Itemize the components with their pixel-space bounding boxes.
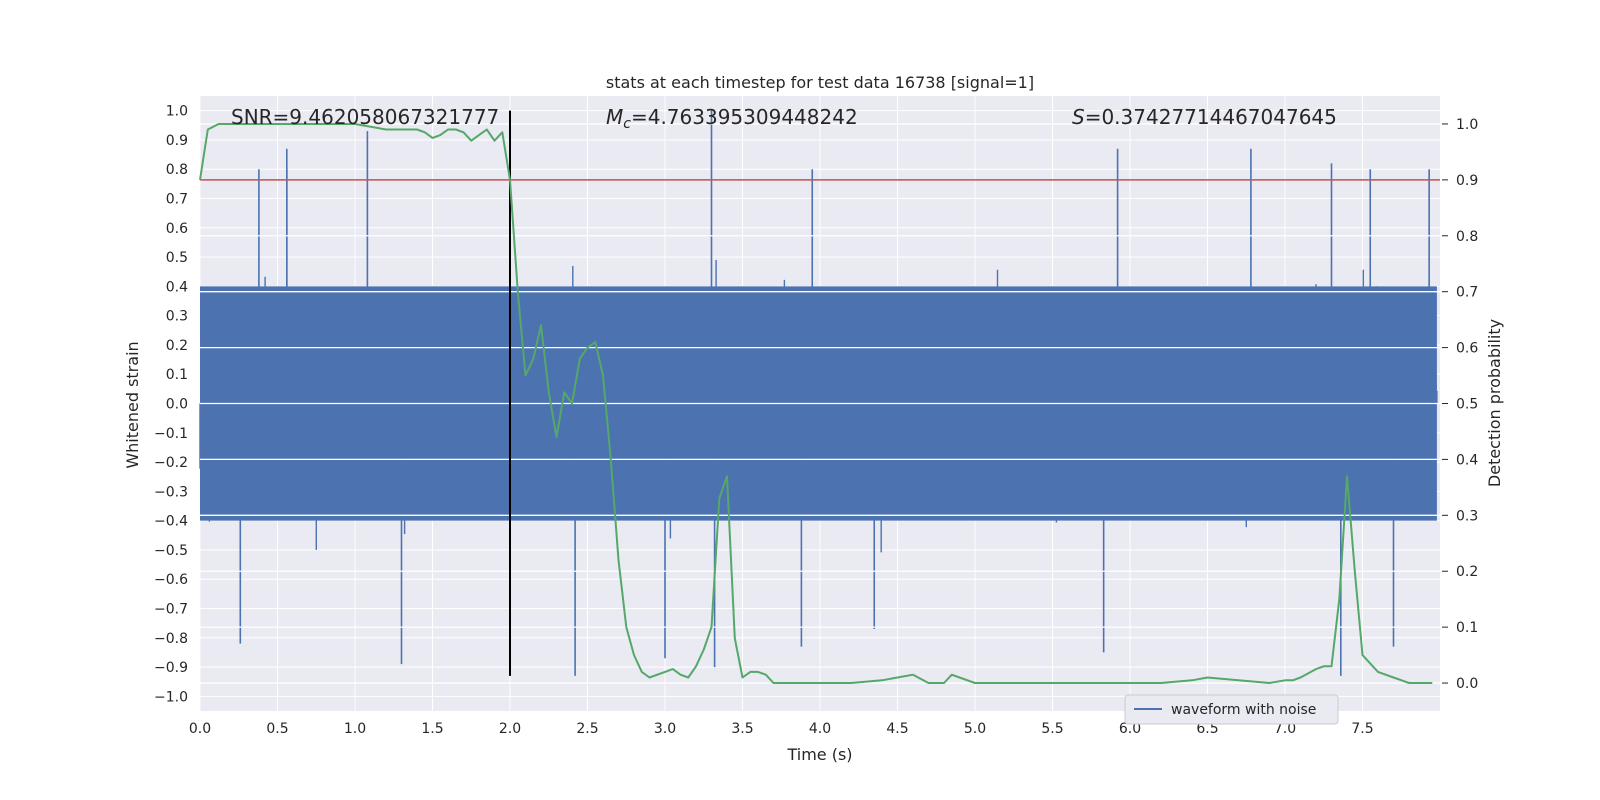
left-tick-label: 0.6 [166,221,188,237]
s-value: =0.37427714467047645 [1085,105,1337,129]
left-tick-label: −0.6 [154,572,188,588]
left-tick-label: 1.0 [166,104,188,120]
right-tick-label: 0.4 [1456,452,1478,468]
x-tick-label: 1.5 [421,721,443,737]
detection-probability-series [199,123,1433,684]
left-tick-label: −0.3 [154,484,188,500]
right-tick-label: 0.7 [1456,285,1478,301]
left-tick-label: 0.9 [166,133,188,149]
right-tick-label: 0.2 [1456,564,1478,580]
x-tick-label: 3.0 [654,721,676,737]
snr-annotation: SNR=9.462058067321777 [231,105,499,129]
x-axis-label: Time (s) [786,745,852,764]
left-y-axis: 1.0 0.9 0.8 0.7 0.6 0.5 0.4 0.3 0.2 0.1 0.0 −0.1 −0.… [154,104,188,706]
right-tick-label: 0.9 [1456,173,1478,189]
left-tick-label: −0.7 [154,602,188,618]
x-tick-label: 2.0 [499,721,521,737]
chirp-mass-annotation: Mc=4.763395309448242 [606,105,858,132]
mc-subscript: c [623,116,631,132]
legend-box [1124,694,1339,725]
right-y-axis-label: Detection probability [1485,319,1504,487]
x-tick-label: 5.0 [964,721,986,737]
x-tick-label: 4.5 [886,721,908,737]
right-y-axis: 1.0 0.9 0.8 0.7 0.6 0.5 0.4 0.3 0.2 0.1 0.0 [1442,117,1478,692]
left-tick-label: −0.8 [154,631,188,647]
right-tick-label: 1.0 [1456,117,1478,133]
left-tick-label: 0.7 [166,192,188,208]
right-tick-label: 0.8 [1456,229,1478,245]
right-tick-label: 0.5 [1456,397,1478,413]
chart-title: stats at each timestep for test data 167… [606,73,1034,92]
x-tick-label: 0.0 [189,721,211,737]
x-tick-label: 5.5 [1041,721,1063,737]
mc-value: =4.763395309448242 [631,105,858,129]
left-y-axis-label: Whitened strain [123,341,142,468]
right-tick-label: 0.3 [1456,508,1478,524]
left-tick-label: −0.2 [154,455,188,471]
x-tick-label: 7.5 [1351,721,1373,737]
x-tick-label: 1.0 [344,721,366,737]
x-tick-label: 0.5 [266,721,288,737]
x-tick-label: 6.0 [1119,721,1141,737]
legend-entry: waveform with noise [1171,702,1316,718]
x-axis: 0.0 0.5 1.0 1.5 2.0 2.5 3.0 3.5 4.0 4.5 5.0 5.5 6.0 6… [189,721,1374,737]
left-tick-label: −0.9 [154,660,188,676]
detection-probability-line [199,123,1433,684]
left-tick-label: 0.2 [166,338,188,354]
x-tick-label: 6.5 [1196,721,1218,737]
left-tick-label: −0.1 [154,426,188,442]
mc-symbol: M [606,105,623,129]
left-tick-label: 0.8 [166,162,188,178]
overlay-lines [200,110,1440,676]
left-tick-label: 0.4 [166,279,188,295]
left-tick-label: −1.0 [154,689,188,705]
x-tick-label: 2.5 [576,721,598,737]
x-tick-label: 7.0 [1274,721,1296,737]
x-tick-label: 4.0 [809,721,831,737]
left-tick-label: −0.5 [154,543,188,559]
left-tick-label: 0.1 [166,367,188,383]
right-tick-label: 0.6 [1456,341,1478,357]
s-symbol: S [1072,105,1085,129]
right-tick-label: 0.1 [1456,620,1478,636]
left-tick-label: 0.3 [166,309,188,325]
x-tick-label: 3.5 [731,721,753,737]
left-tick-label: 0.5 [166,250,188,266]
left-tick-label: −0.4 [154,514,188,530]
right-tick-label: 0.0 [1456,676,1478,692]
left-tick-label: 0.0 [166,397,188,413]
legend: waveform with noise [1124,694,1339,725]
spin-annotation: S=0.37427714467047645 [1072,105,1337,129]
